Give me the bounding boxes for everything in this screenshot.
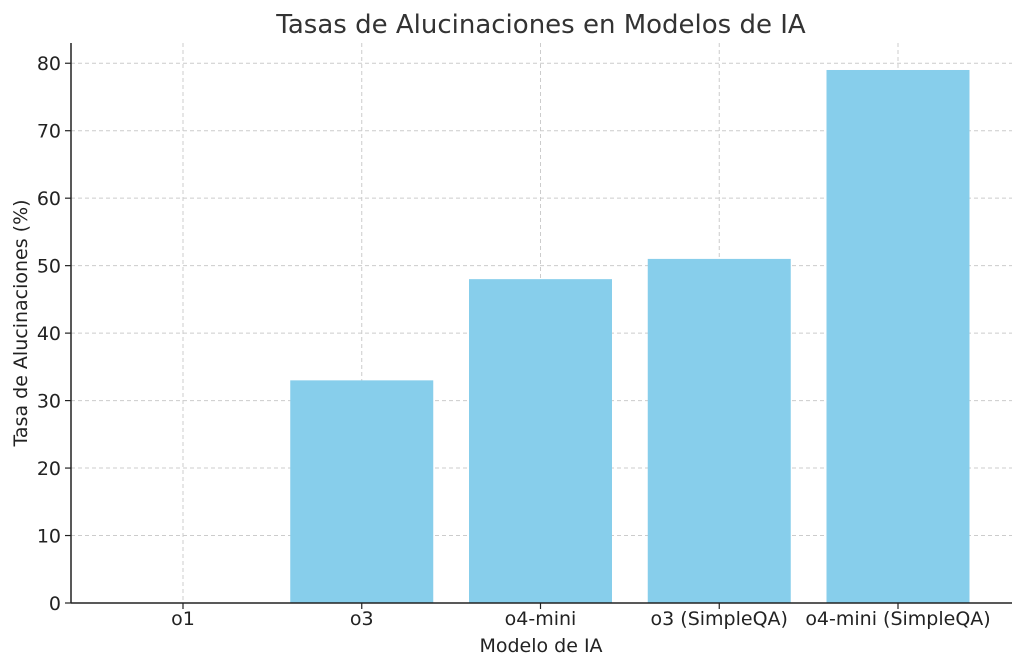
- y-tick-label: 80: [37, 53, 61, 75]
- x-ticks: o1 o3 o4-mini o3 (SimpleQA) o4-mini (SimpleQ…: [171, 603, 991, 630]
- bar: [647, 258, 791, 603]
- y-tick-label: 20: [37, 458, 61, 480]
- x-tick-label: o1: [171, 608, 195, 630]
- bars: [290, 69, 970, 603]
- bar: [826, 69, 970, 603]
- y-tick-label: 70: [37, 121, 61, 143]
- y-tick-label: 30: [37, 391, 61, 413]
- y-tick-label: 10: [37, 526, 61, 548]
- x-tick-label: o4-mini: [505, 608, 577, 630]
- bar: [469, 279, 612, 603]
- y-ticks: 0 10 20 30 40 50 60 70 80: [37, 53, 71, 615]
- y-tick-label: 40: [37, 323, 61, 345]
- x-tick-label: o3 (SimpleQA): [651, 608, 788, 630]
- y-tick-label: 50: [37, 256, 61, 278]
- chart-title: Tasas de Alucinaciones en Modelos de IA: [275, 10, 806, 40]
- y-axis-label: Tasa de Alucinaciones (%): [10, 199, 32, 447]
- x-axis-label: Modelo de IA: [479, 635, 602, 657]
- y-tick-label: 60: [37, 188, 61, 210]
- x-tick-label: o3: [350, 608, 374, 630]
- axes: [70, 43, 1012, 604]
- x-tick-label: o4-mini (SimpleQA): [805, 608, 990, 630]
- bar: [290, 380, 434, 603]
- y-tick-label: 0: [49, 593, 61, 615]
